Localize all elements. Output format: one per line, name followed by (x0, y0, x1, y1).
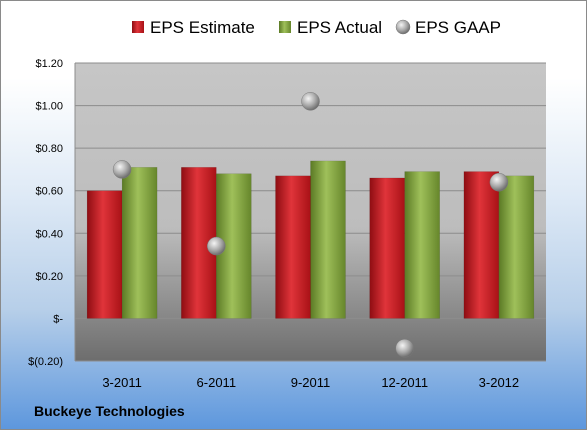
bar-eps-estimate (463, 171, 500, 319)
y-tick-label: $1.20 (35, 58, 63, 70)
y-tick-label: $- (53, 313, 63, 325)
gaap-marker (395, 338, 414, 358)
company-name: Buckeye Technologies (34, 403, 185, 419)
bars (86, 160, 535, 319)
gaap-marker (489, 172, 509, 192)
gaap-marker (112, 160, 132, 179)
legend-swatch-eps-gaap (395, 19, 411, 35)
y-tick-label: $0.80 (35, 143, 63, 155)
legend-label: EPS GAAP (415, 18, 501, 37)
y-tick-label: $(0.20) (28, 356, 63, 368)
gaap-marker (301, 92, 320, 111)
bar-eps-estimate (369, 177, 405, 319)
bar-eps-estimate (275, 175, 311, 319)
y-tick-label: $0.60 (35, 186, 63, 198)
legend: EPS Estimate EPS Actual EPS GAAP (132, 18, 501, 37)
y-axis: $1.20 $1.00 $0.80 $0.60 $0.40 $0.20 $- $(0.20) (28, 58, 76, 368)
bar-eps-estimate (86, 190, 123, 319)
y-tick-label: $0.40 (35, 228, 63, 240)
gaap-marker (207, 236, 226, 256)
bar-eps-actual (310, 160, 346, 319)
x-tick-label: 3-2011 (102, 375, 142, 390)
x-tick-label: 9-2011 (291, 375, 331, 390)
x-tick-label: 6-2011 (197, 375, 237, 390)
x-tick-label: 3-2012 (479, 375, 519, 390)
y-tick-label: $1.00 (35, 101, 63, 113)
legend-swatch-eps-estimate (132, 21, 144, 33)
legend-label: EPS Estimate (150, 18, 255, 37)
legend-label: EPS Actual (297, 18, 382, 37)
bar-eps-actual (404, 171, 440, 319)
bar-eps-actual (121, 167, 158, 319)
y-tick-label: $0.20 (35, 271, 63, 283)
legend-swatch-eps-actual (279, 21, 291, 33)
x-axis: 3-2011 6-2011 9-2011 12-2011 3-2012 (102, 375, 519, 390)
gaap-markers (112, 92, 509, 358)
bar-eps-actual (498, 175, 535, 319)
x-tick-label: 12-2011 (381, 375, 428, 390)
